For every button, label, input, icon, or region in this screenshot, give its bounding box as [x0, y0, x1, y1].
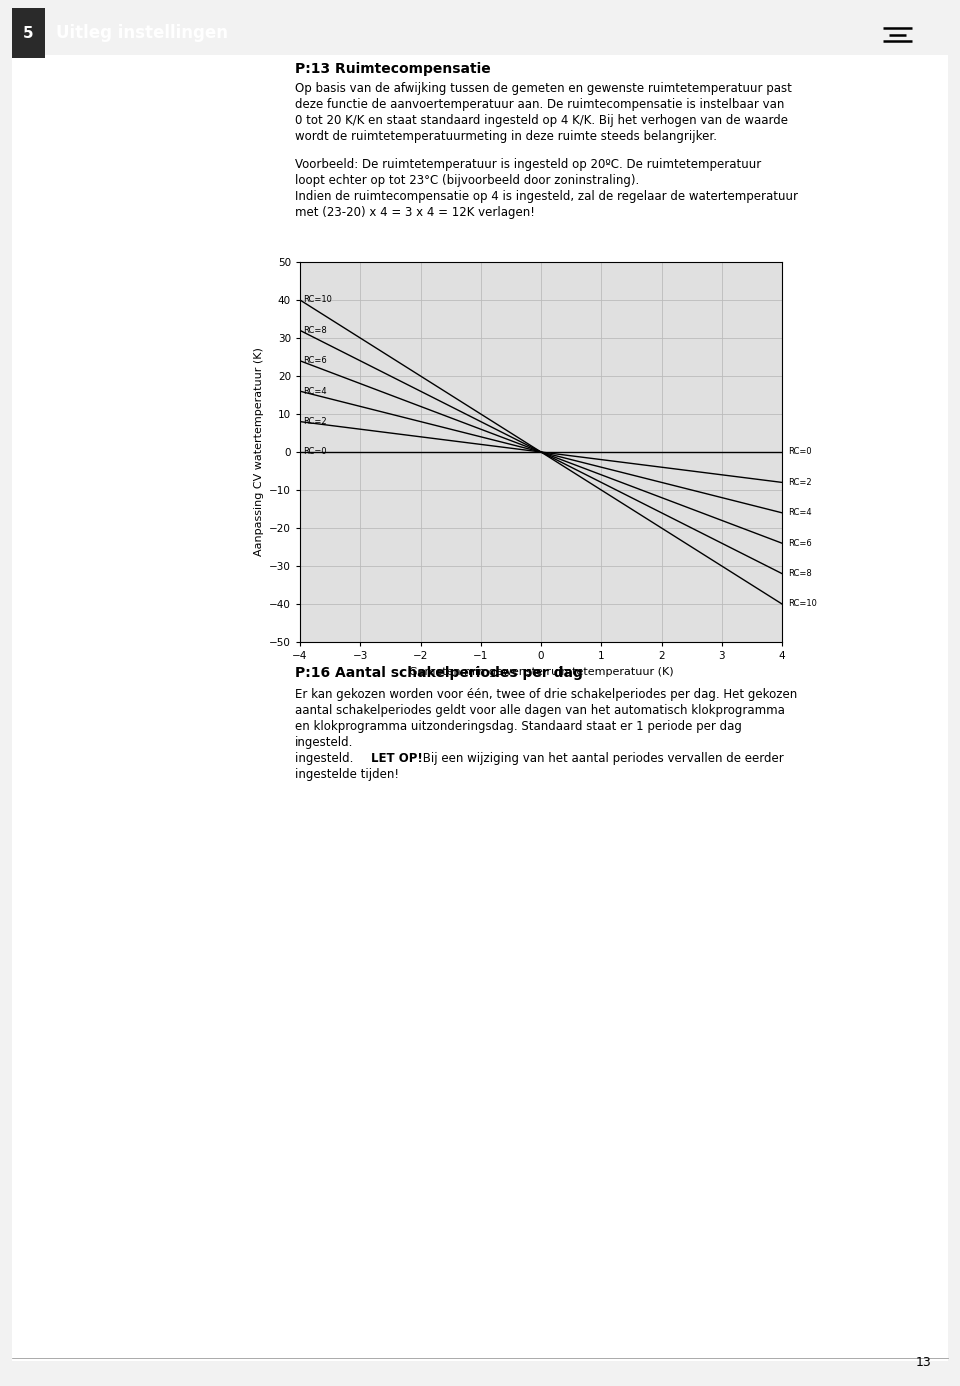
Text: 5: 5 [23, 26, 34, 40]
Text: RC=6: RC=6 [788, 539, 812, 547]
Bar [12, 8, 45, 58]
X-axis label: Gemeten min gewenste ruimtetemperatuur (K): Gemeten min gewenste ruimtetemperatuur (… [409, 667, 673, 676]
Text: 0 tot 20 K/K en staat standaard ingesteld op 4 K/K. Bij het verhogen van de waar: 0 tot 20 K/K en staat standaard ingestel… [295, 114, 788, 128]
Text: RC=8: RC=8 [303, 326, 327, 335]
Text: deze functie de aanvoertemperatuur aan. De ruimtecompensatie is instelbaar van: deze functie de aanvoertemperatuur aan. … [295, 98, 784, 111]
Text: RC=0: RC=0 [303, 448, 327, 456]
Text: RC=8: RC=8 [788, 570, 812, 578]
Text: RC=0: RC=0 [788, 448, 811, 456]
Text: aantal schakelperiodes geldt voor alle dagen van het automatisch klokprogramma: aantal schakelperiodes geldt voor alle d… [295, 704, 784, 717]
Text: Op basis van de afwijking tussen de gemeten en gewenste ruimtetemperatuur past: Op basis van de afwijking tussen de geme… [295, 82, 792, 96]
Text: Uitleg instellingen: Uitleg instellingen [57, 25, 228, 42]
Text: Er kan gekozen worden voor één, twee of drie schakelperiodes per dag. Het gekoze: Er kan gekozen worden voor één, twee of … [295, 687, 797, 701]
Text: wordt de ruimtetemperatuurmeting in deze ruimte steeds belangrijker.: wordt de ruimtetemperatuurmeting in deze… [295, 130, 717, 143]
Text: RC=2: RC=2 [303, 417, 327, 426]
Text: loopt echter op tot 23°C (bijvoorbeeld door zoninstraling).: loopt echter op tot 23°C (bijvoorbeeld d… [295, 175, 639, 187]
Text: LET OP!: LET OP! [371, 753, 422, 765]
Text: RC=6: RC=6 [303, 356, 327, 366]
Text: RC=2: RC=2 [788, 478, 811, 486]
Text: P:13 Ruimtecompensatie: P:13 Ruimtecompensatie [295, 62, 491, 76]
Text: met (23-20) x 4 = 3 x 4 = 12K verlagen!: met (23-20) x 4 = 3 x 4 = 12K verlagen! [295, 207, 535, 219]
Text: ingesteld.: ingesteld. [295, 736, 353, 748]
Text: P:16 Aantal schakelperiodes per dag: P:16 Aantal schakelperiodes per dag [295, 667, 583, 681]
Y-axis label: Aanpassing CV watertemperatuur (K): Aanpassing CV watertemperatuur (K) [253, 348, 264, 556]
Text: ingestelde tijden!: ingestelde tijden! [295, 768, 398, 780]
Text: Bij een wijziging van het aantal periodes vervallen de eerder: Bij een wijziging van het aantal periode… [420, 753, 784, 765]
Text: RC=4: RC=4 [788, 509, 811, 517]
Text: 13: 13 [916, 1357, 931, 1369]
Text: RC=10: RC=10 [788, 600, 817, 608]
Text: en klokprogramma uitzonderingsdag. Standaard staat er 1 periode per dag: en klokprogramma uitzonderingsdag. Stand… [295, 719, 741, 733]
Text: ingesteld.: ingesteld. [295, 753, 357, 765]
Text: Indien de ruimtecompensatie op 4 is ingesteld, zal de regelaar de watertemperatu: Indien de ruimtecompensatie op 4 is inge… [295, 190, 798, 202]
Text: Voorbeeld: De ruimtetemperatuur is ingesteld op 20ºC. De ruimtetemperatuur: Voorbeeld: De ruimtetemperatuur is inges… [295, 158, 761, 170]
Text: RC=4: RC=4 [303, 387, 327, 395]
Text: RC=10: RC=10 [303, 295, 332, 305]
